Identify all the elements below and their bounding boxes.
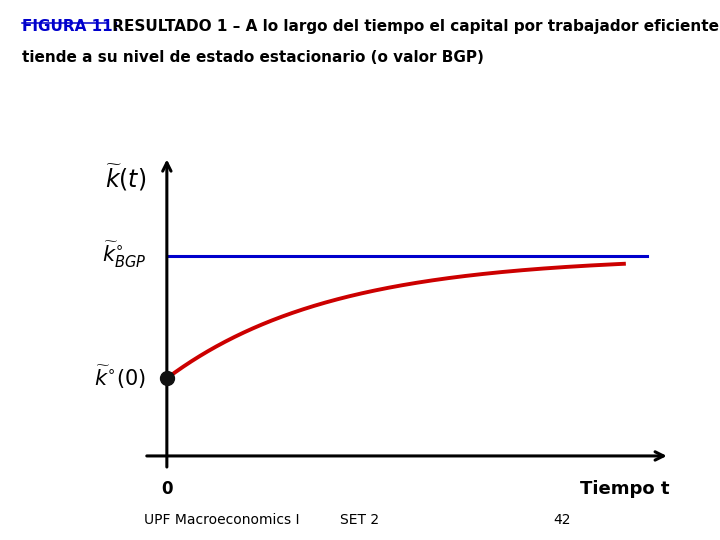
Text: tiende a su nivel de estado estacionario (o valor BGP): tiende a su nivel de estado estacionario… — [22, 50, 483, 65]
Text: Tiempo t: Tiempo t — [580, 480, 670, 497]
Text: SET 2: SET 2 — [341, 512, 379, 526]
Text: $\widetilde{k}(t)$: $\widetilde{k}(t)$ — [105, 162, 146, 193]
Text: 0: 0 — [161, 480, 173, 497]
Text: UPF Macroeconomics I: UPF Macroeconomics I — [144, 512, 300, 526]
Text: 42: 42 — [553, 512, 570, 526]
Text: $\widetilde{k}^{\circ}(0)$: $\widetilde{k}^{\circ}(0)$ — [94, 363, 146, 390]
Text: RESULTADO 1 – A lo largo del tiempo el capital por trabajador eficiente: RESULTADO 1 – A lo largo del tiempo el c… — [107, 19, 719, 34]
Text: $\widetilde{k}^{\circ}_{BGP}$: $\widetilde{k}^{\circ}_{BGP}$ — [102, 240, 146, 270]
Text: FIGURA 11:: FIGURA 11: — [22, 19, 119, 34]
